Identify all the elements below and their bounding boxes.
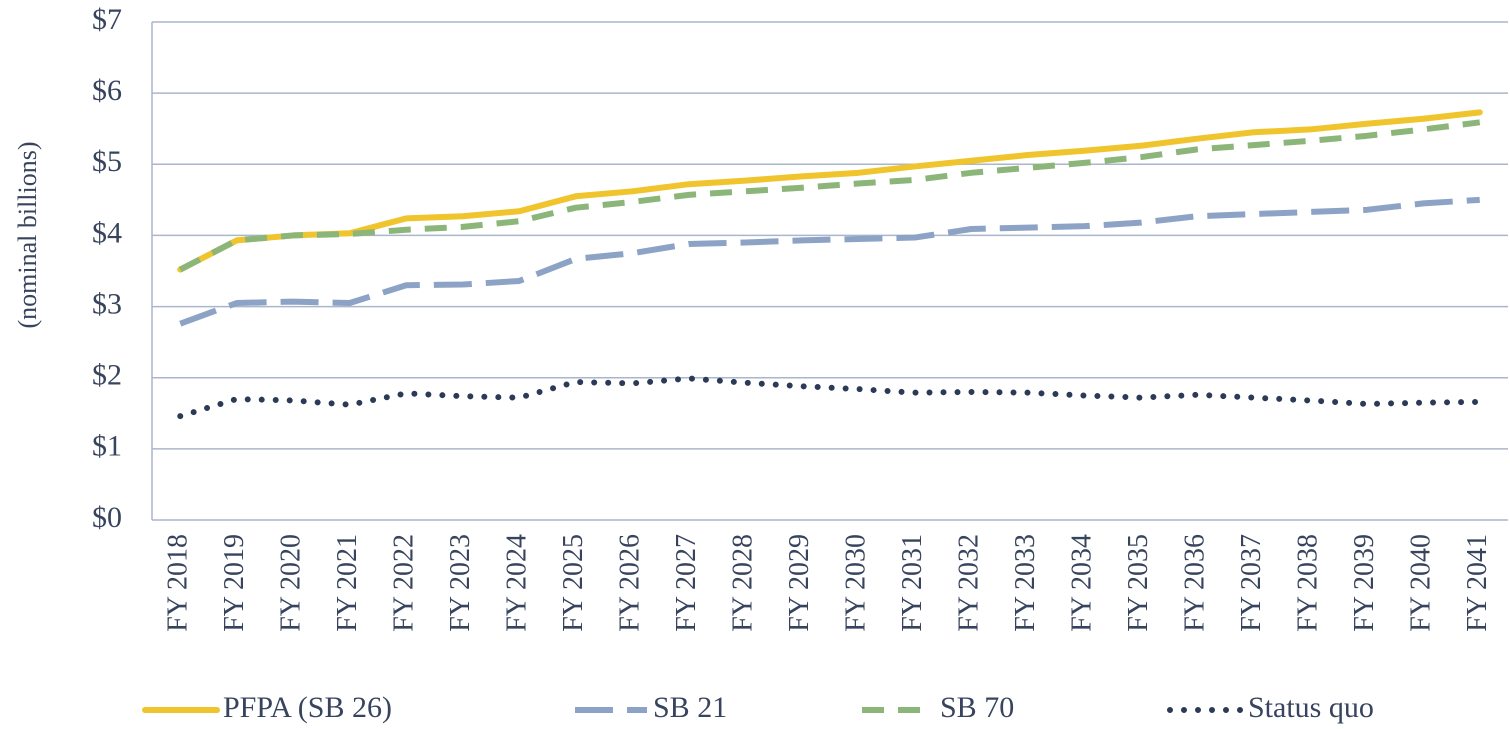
x-tick-label: FY 2032 [954,534,985,632]
y-tick-label: $4 [92,216,122,249]
x-tick-label: FY 2024 [502,534,533,632]
x-tick-label: FY 2019 [219,534,250,632]
x-tick-label: FY 2030 [841,534,872,632]
series-line [177,375,1483,420]
series-line [178,119,1481,273]
legend-label: SB 21 [653,691,727,724]
x-tick-label: FY 2040 [1406,534,1437,632]
x-tick-label: FY 2023 [445,534,476,632]
y-tick-label: $6 [92,74,122,107]
x-tick-label: FY 2036 [1180,534,1211,632]
x-tick-label: FY 2026 [615,534,646,632]
x-tick-label: FY 2038 [1293,534,1324,632]
x-tick-label: FY 2029 [784,534,815,632]
y-tick-label: $0 [92,501,122,534]
x-tick-label: FY 2027 [671,534,702,632]
x-tick-label: FY 2041 [1462,534,1493,632]
legend-label: SB 70 [940,691,1014,724]
x-tick-label: FY 2031 [897,534,928,632]
x-tick-label: FY 2034 [1067,534,1098,632]
x-tick-label: FY 2021 [332,534,363,632]
x-tick-label: FY 2025 [558,534,589,632]
x-tick-label: FY 2022 [389,534,420,632]
x-tick-label: FY 2033 [1010,534,1041,632]
x-tick-label: FY 2039 [1349,534,1380,632]
y-tick-label: $2 [92,359,122,392]
y-axis-label: (nominal billions) [13,141,42,328]
y-tick-label: $7 [92,3,122,36]
series-line [179,196,1480,327]
y-tick-label: $3 [92,287,122,320]
x-tick-label: FY 2018 [163,534,194,632]
y-tick-label: $1 [92,430,122,463]
legend-label: Status quo [1248,691,1374,724]
x-tick-label: FY 2035 [1123,534,1154,632]
x-tick-label: FY 2037 [1236,534,1267,632]
x-tick-label: FY 2020 [276,534,307,632]
series-line [177,109,1483,273]
x-tick-label: FY 2028 [728,534,759,632]
y-tick-label: $5 [92,145,122,178]
legend-label: PFPA (SB 26) [223,691,392,724]
